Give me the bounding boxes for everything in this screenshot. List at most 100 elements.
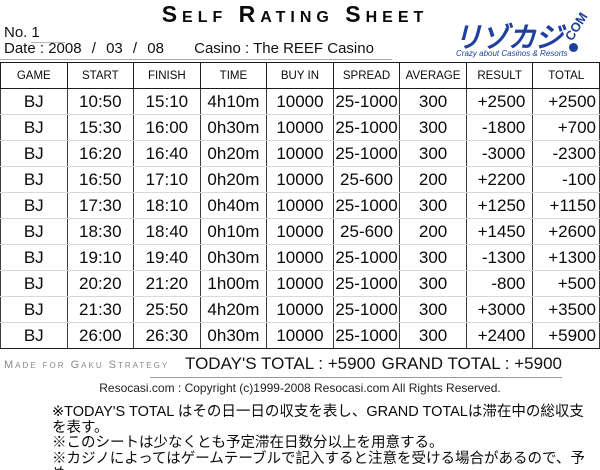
totals-row: TODAY'S TOTAL : +5900 GRAND TOTAL : +590… <box>150 354 562 378</box>
table-cell: BJ <box>0 270 68 297</box>
grand-total-label: GRAND TOTAL : <box>381 354 515 373</box>
table-cell: 10000 <box>266 166 334 193</box>
column-header: BUY IN <box>266 62 334 89</box>
table-cell: 25-1000 <box>332 296 401 323</box>
date-casino-row: Date : 2008 / 03 / 08 Casino : The REEF … <box>0 40 392 60</box>
table-cell: BJ <box>0 244 68 271</box>
table-row: BJ 19:10 19:40 0h30m 10000 25-1000 300 -1300 +13… <box>0 244 600 271</box>
todays-total-value: +5900 <box>327 354 376 373</box>
table-row: BJ 10:50 15:10 4h10m 10000 25-1000 300 +2500 +25… <box>0 88 600 115</box>
table-row: BJ 16:50 17:10 0h20m 10000 25-600 200 +2200 -100 <box>0 166 600 193</box>
table-cell: 1h00m <box>199 270 268 297</box>
made-for-note: Made for Gaku Strategy <box>4 359 170 371</box>
table-cell: 0h10m <box>199 218 268 245</box>
casino-label: Casino : <box>194 40 250 57</box>
table-cell: 300 <box>399 140 467 167</box>
casino-value: The REEF Casino <box>253 40 374 57</box>
column-header: AVERAGE <box>399 62 467 89</box>
column-header: SPREAD <box>332 62 401 89</box>
date-label: Date : <box>4 40 45 57</box>
date-value: 2008 / 03 / 08 <box>48 40 164 57</box>
table-cell: 200 <box>399 218 467 245</box>
table-cell: +1250 <box>465 192 534 219</box>
table-cell: 25-1000 <box>332 140 401 167</box>
table-cell: 0h40m <box>199 192 268 219</box>
table-cell: +2500 <box>465 88 534 115</box>
table-row: BJ 26:00 26:30 0h30m 10000 25-1000 300 +2400 +59… <box>0 322 600 349</box>
resocasi-logo[interactable]: リゾカジ COM Crazy about Casinos & Resorts <box>454 10 594 62</box>
usage-notes: ※TODAY'S TOTAL はその日一日の収支を表し、GRAND TOTALは… <box>52 404 592 470</box>
column-header: GAME <box>0 62 68 89</box>
table-cell: 300 <box>399 296 467 323</box>
table-cell: +1300 <box>532 244 600 271</box>
table-cell: +2500 <box>532 88 600 115</box>
table-cell: BJ <box>0 218 68 245</box>
table-cell: 10000 <box>266 114 334 141</box>
table-cell: 25-600 <box>332 218 401 245</box>
todays-total: TODAY'S TOTAL : +5900 <box>185 354 376 374</box>
table-cell: 10000 <box>266 296 334 323</box>
table-cell: BJ <box>0 296 68 323</box>
table-cell: 18:40 <box>133 218 201 245</box>
table-cell: 19:40 <box>133 244 201 271</box>
table-cell: 18:30 <box>66 218 135 245</box>
table-cell: 10000 <box>266 270 334 297</box>
table-cell: 17:30 <box>66 192 135 219</box>
table-cell: 10000 <box>266 322 334 349</box>
table-cell: 19:10 <box>66 244 135 271</box>
column-header: FINISH <box>133 62 201 89</box>
table-cell: +2400 <box>465 322 534 349</box>
table-cell: 4h20m <box>199 296 268 323</box>
table-row: BJ 20:20 21:20 1h00m 10000 25-1000 300 -800 +500 <box>0 270 600 297</box>
table-cell: BJ <box>0 322 68 349</box>
table-cell: -1800 <box>465 114 534 141</box>
note-line: ※このシートは少なくとも予定滞在日数分以上を用意する。 <box>52 435 444 451</box>
table-cell: -1300 <box>465 244 534 271</box>
table-cell: 0h30m <box>199 244 268 271</box>
table-cell: 10:50 <box>66 88 135 115</box>
table-cell: 4h10m <box>199 88 268 115</box>
table-cell: 25-1000 <box>332 270 401 297</box>
column-header: START <box>66 62 135 89</box>
table-cell: 10000 <box>266 192 334 219</box>
rating-table: GAME START FINISH TIME BUY IN SPREAD AVERAGE RE… <box>0 62 600 349</box>
table-cell: 25:50 <box>133 296 201 323</box>
table-cell: 10000 <box>266 88 334 115</box>
table-row: BJ 21:30 25:50 4h20m 10000 25-1000 300 +3000 +35… <box>0 296 600 323</box>
table-cell: 300 <box>399 270 467 297</box>
table-cell: +1450 <box>465 218 534 245</box>
table-cell: BJ <box>0 192 68 219</box>
column-header: TIME <box>199 62 268 89</box>
table-cell: +5900 <box>532 322 600 349</box>
table-row: BJ 15:30 16:00 0h30m 10000 25-1000 300 -1800 +70… <box>0 114 600 141</box>
table-cell: 15:30 <box>66 114 135 141</box>
sheet-number-value: 1 <box>31 24 66 43</box>
table-cell: 10000 <box>266 218 334 245</box>
table-cell: 25-1000 <box>332 114 401 141</box>
logo-com-text: COM <box>561 9 591 44</box>
column-header: TOTAL <box>532 62 600 89</box>
table-cell: -100 <box>532 166 600 193</box>
table-cell: 300 <box>399 322 467 349</box>
table-cell: 17:10 <box>133 166 201 193</box>
table-cell: 0h20m <box>199 166 268 193</box>
table-cell: 25-600 <box>332 166 401 193</box>
table-cell: 200 <box>399 166 467 193</box>
table-row: BJ 18:30 18:40 0h10m 10000 25-600 200 +1450 +260… <box>0 218 600 245</box>
table-cell: 25-1000 <box>332 192 401 219</box>
logo-tagline: Crazy about Casinos & Resorts <box>456 49 568 58</box>
table-cell: 21:20 <box>133 270 201 297</box>
table-cell: 21:30 <box>66 296 135 323</box>
note-line: ※TODAY'S TOTAL はその日一日の収支を表し、GRAND TOTALは… <box>52 404 584 436</box>
table-cell: BJ <box>0 166 68 193</box>
logo-kana-text: リゾカジ <box>454 22 563 53</box>
table-cell: 16:20 <box>66 140 135 167</box>
table-cell: 300 <box>399 192 467 219</box>
table-cell: 16:50 <box>66 166 135 193</box>
table-cell: +700 <box>532 114 600 141</box>
table-cell: BJ <box>0 140 68 167</box>
sheet-number-label: No. <box>4 24 28 41</box>
table-cell: BJ <box>0 114 68 141</box>
table-cell: 0h20m <box>199 140 268 167</box>
